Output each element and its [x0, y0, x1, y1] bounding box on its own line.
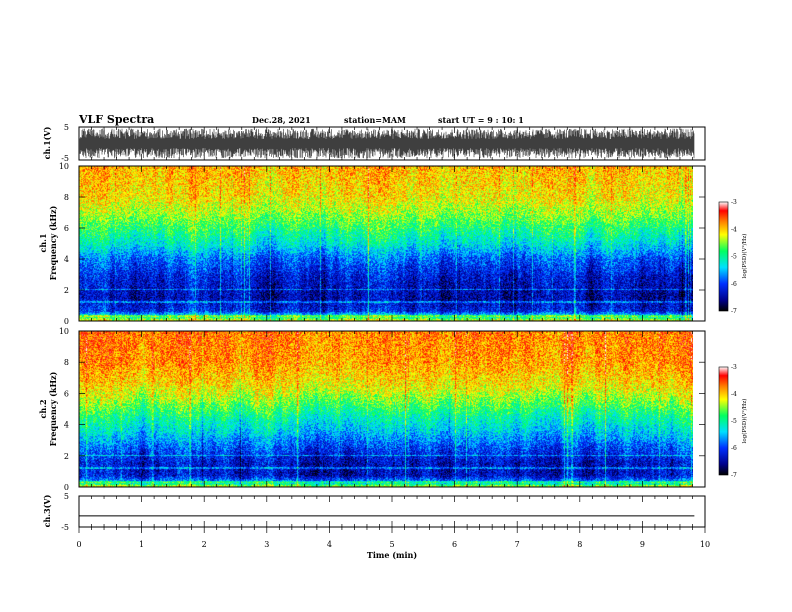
ch1-waveform-trace	[79, 128, 695, 159]
x-tick-label: 8	[577, 540, 582, 549]
x-tick-label: 0	[76, 540, 81, 549]
ch1-spectrogram-ytick-label: 4	[64, 255, 69, 264]
ch2-spectrogram-ytick-label: 2	[64, 452, 69, 461]
ch1-spectrogram-ylabel: Frequency (kHz)	[48, 205, 58, 280]
ch2-colorbar	[718, 366, 729, 476]
ch1-spectrogram-ytick-label: 0	[64, 317, 69, 326]
ch1-waveform-ytick-top: 5	[64, 123, 69, 132]
ch2-colorbar-tick-label: -3	[731, 364, 737, 371]
x-tick-label: 4	[327, 540, 332, 549]
ch2-spectrogram-ytick-label: 4	[64, 421, 69, 430]
x-tick-label: 6	[452, 540, 457, 549]
x-axis-label: Time (min)	[367, 550, 417, 560]
ch1-spectrogram-ytick-label: 10	[59, 162, 69, 171]
ch1-spectrogram-ytick-label: 2	[64, 286, 69, 295]
header-date: Dec.28, 2021	[252, 115, 311, 125]
ch1-waveform-ylabel: ch.1(V)	[42, 126, 52, 159]
ch1-colorbar-label: log(PSD)(V²/Hz)	[741, 234, 748, 279]
x-tick-label: 10	[700, 540, 710, 549]
x-tick-label: 1	[139, 540, 144, 549]
ch2-spectrogram-ylabel: Frequency (kHz)	[48, 371, 58, 446]
ch1-waveform-panel: 5 -5 ch.1(V)	[42, 123, 706, 163]
ch1-waveform-line	[79, 128, 695, 159]
x-tick-label: 2	[202, 540, 207, 549]
ch1-colorbar-tick-label: -4	[731, 226, 737, 233]
ch2-colorbar-tick-label: -7	[731, 472, 737, 479]
ch2-colorbar-tick-label: -4	[731, 391, 737, 398]
ch1-colorbar-tick-label: -5	[731, 254, 737, 261]
ch2-spectrogram-image	[79, 331, 693, 487]
x-tick-label: 5	[389, 540, 394, 549]
ch2-spectrogram-ytick-label: 8	[64, 358, 69, 367]
ch1-colorbar-tick-label: -3	[731, 199, 737, 206]
ch2-colorbar-tick-label: -6	[731, 445, 737, 452]
ch3-waveform-ytick-top: 5	[64, 492, 69, 501]
x-tick-label: 3	[264, 540, 269, 549]
ch1-spectrogram-ytick-label: 8	[64, 193, 69, 202]
x-tick-label: 9	[640, 540, 645, 549]
ch1-colorbar-tick-label: -7	[731, 308, 737, 315]
ch2-spectrogram-ytick-label: 10	[59, 327, 69, 336]
ch1-spectrogram-ylabel-channel: ch.1	[38, 233, 48, 252]
header-station: station=MAM	[344, 115, 406, 125]
ch1-spectrogram-image	[79, 166, 693, 321]
ch1-waveform-ytick-bottom: -5	[61, 154, 69, 163]
ch2-spectrogram-ytick-label: 0	[64, 483, 69, 492]
figure-title: VLF Spectra	[78, 113, 154, 126]
ch3-waveform-ylabel: ch.3(V)	[42, 494, 52, 527]
header-start-time: start UT = 9 : 10: 1	[438, 115, 524, 125]
ch1-colorbar-tick-label: -6	[731, 281, 737, 288]
ch3-waveform-panel: 5 -5 ch.3(V)	[42, 492, 706, 533]
x-tick-label: 7	[515, 540, 520, 549]
ch3-waveform-ytick-bottom: -5	[61, 523, 69, 532]
x-axis-tick-labels: 0 1 2 3 4 5 6 7 8 9 10	[76, 540, 710, 549]
ch1-colorbar	[718, 201, 729, 312]
ch1-spectrogram-ytick-label: 6	[64, 224, 69, 233]
ch2-colorbar-label: log(PSD)(V²/Hz)	[741, 399, 748, 444]
ch2-spectrogram-ytick-label: 6	[64, 389, 69, 398]
ch2-spectrogram-ylabel-channel: ch.2	[38, 399, 48, 418]
ch2-colorbar-tick-label: -5	[731, 418, 737, 425]
